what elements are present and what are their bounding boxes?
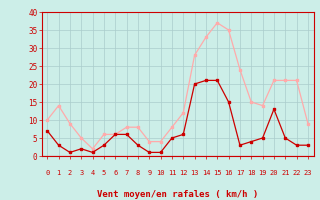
X-axis label: Vent moyen/en rafales ( km/h ): Vent moyen/en rafales ( km/h ): [97, 190, 258, 199]
